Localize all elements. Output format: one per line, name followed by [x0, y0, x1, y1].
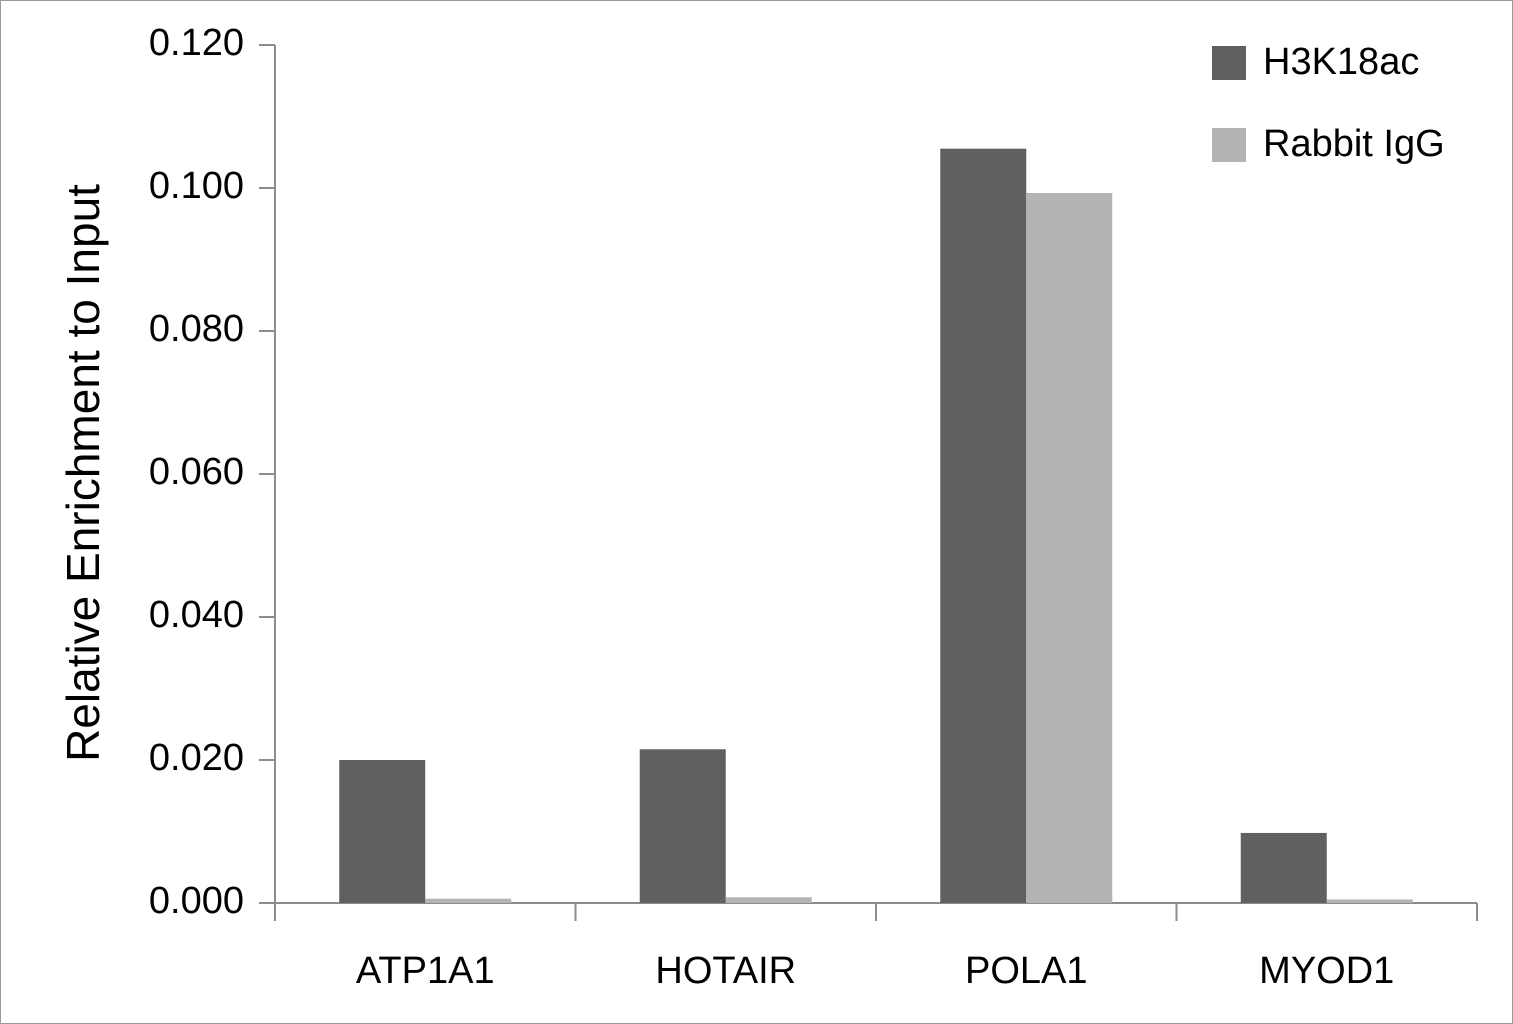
x-tick-label: MYOD1 [1259, 950, 1394, 992]
axes [274, 45, 1477, 904]
y-tick-label: 0.060 [149, 451, 244, 493]
legend-label: H3K18ac [1263, 41, 1419, 83]
y-tick-label: 0.020 [149, 737, 244, 779]
y-tick-label: 0.120 [149, 22, 244, 64]
legend-swatch [1212, 46, 1246, 80]
y-ticks: 0.000 0.020 0.040 0.060 0.080 0.100 0.120 [149, 22, 275, 922]
y-tick-label: 0.000 [149, 880, 244, 922]
bar-rabbit-igg-atp1a1 [425, 898, 512, 903]
y-tick-label: 0.080 [149, 308, 244, 350]
x-ticks: ATP1A1 HOTAIR POLA1 MYOD1 [274, 903, 1478, 992]
y-tick-label: 0.040 [149, 594, 244, 636]
bar-h3k18ac-hotair [639, 749, 726, 903]
x-tick-label: HOTAIR [655, 950, 796, 992]
x-tick-label: ATP1A1 [356, 950, 495, 992]
y-tick-label: 0.100 [149, 165, 244, 207]
y-axis-title: Relative Enrichment to Input [57, 184, 109, 762]
legend: H3K18ac Rabbit IgG [1212, 41, 1445, 165]
bar-h3k18ac-myod1 [1240, 832, 1327, 903]
bar-rabbit-igg-myod1 [1326, 899, 1413, 903]
bars [339, 148, 1413, 904]
bar-rabbit-igg-hotair [725, 897, 812, 903]
bar-rabbit-igg-pola1 [1026, 193, 1113, 903]
bar-h3k18ac-atp1a1 [339, 760, 426, 903]
legend-swatch [1212, 128, 1246, 162]
x-tick-label: POLA1 [965, 950, 1088, 992]
legend-label: Rabbit IgG [1263, 123, 1445, 165]
bar-h3k18ac-pola1 [940, 148, 1027, 904]
